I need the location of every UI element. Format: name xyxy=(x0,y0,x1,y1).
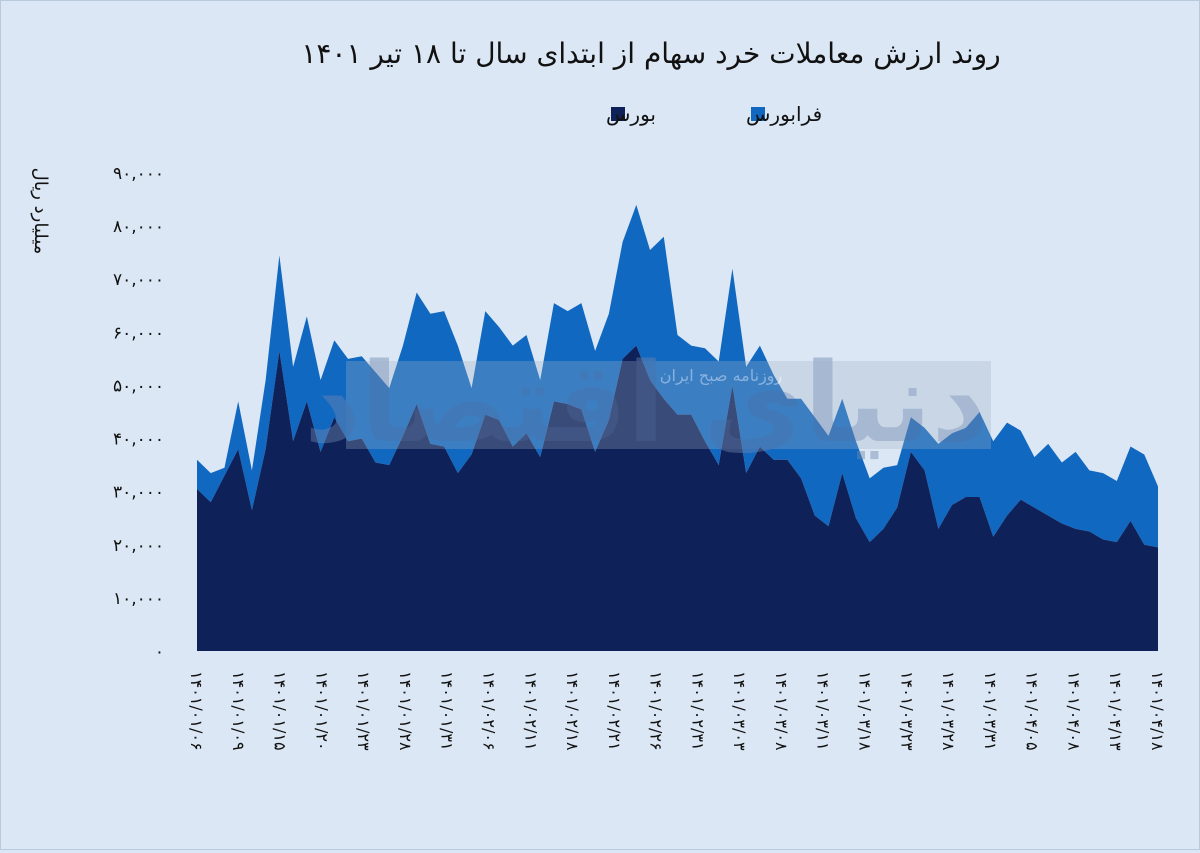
x-tick-label: ۱۴۰۱/۰۱/۲۸ xyxy=(396,671,415,751)
y-tick-label: ۲۰,۰۰۰ xyxy=(113,536,164,556)
y-tick-label: ۷۰,۰۰۰ xyxy=(113,270,164,290)
y-tick-label: ۳۰,۰۰۰ xyxy=(113,483,164,503)
x-tick-label: ۱۴۰۱/۰۲/۱۱ xyxy=(521,671,540,751)
x-tick-label: ۱۴۰۱/۰۲/۱۸ xyxy=(563,671,582,751)
area-series-0 xyxy=(197,345,1158,651)
y-axis-ticks: ۰ ۱۰,۰۰۰ ۲۰,۰۰۰ ۳۰,۰۰۰ ۴۰,۰۰۰ ۵۰,۰۰۰ ۶۰,۰۰۰ ۷۰,… xyxy=(113,164,164,662)
y-tick-label: ۵۰,۰۰۰ xyxy=(113,376,164,396)
x-tick-label: ۱۴۰۱/۰۲/۳۱ xyxy=(688,671,707,751)
legend-label-1: فرابورس xyxy=(746,102,822,126)
y-tick-label: ۸۰,۰۰۰ xyxy=(113,217,164,237)
watermark-tagline: روزنامه صبح ایران xyxy=(660,366,783,386)
x-tick-label: ۱۴۰۱/۰۳/۲۳ xyxy=(897,671,916,751)
x-tick-label: ۱۴۰۱/۰۱/۳۱ xyxy=(438,671,457,751)
x-tick-label: ۱۴۰۱/۰۳/۲۸ xyxy=(939,671,958,751)
x-tick-label: ۱۴۰۱/۰۴/۰۵ xyxy=(1023,671,1042,751)
x-tick-label: ۱۴۰۱/۰۳/۱۱ xyxy=(814,671,833,751)
y-tick-label: ۱۰,۰۰۰ xyxy=(113,589,164,609)
legend-swatch-1 xyxy=(751,107,765,121)
watermark-band xyxy=(346,361,991,449)
x-tick-label: ۱۴۰۱/۰۱/۲۳ xyxy=(354,671,373,751)
x-tick-label: ۱۴۰۱/۰۳/۳۱ xyxy=(981,671,1000,751)
x-tick-label: ۱۴۰۱/۰۳/۰۳ xyxy=(730,671,749,751)
x-tick-label: ۱۴۰۱/۰۲/۰۶ xyxy=(480,671,499,751)
y-tick-label: ۰ xyxy=(155,642,164,662)
x-tick-label: ۱۴۰۱/۰۲/۲۶ xyxy=(647,671,666,751)
y-axis-label: میلیارد ریال xyxy=(30,168,51,255)
watermark-logo: دنیای اقتصاد xyxy=(304,339,988,467)
x-axis-ticks: ۱۴۰۱/۰۱/۰۶ ۱۴۰۱/۰۱/۰۹ ۱۴۰۱/۰۱/۱۵ ۱۴۰۱/۰۱/۲۰… xyxy=(187,671,1167,751)
x-tick-label: ۱۴۰۱/۰۴/۱۳ xyxy=(1106,671,1125,751)
y-tick-label: ۹۰,۰۰۰ xyxy=(113,164,164,184)
x-tick-label: ۱۴۰۱/۰۱/۱۵ xyxy=(271,671,290,751)
x-tick-label: ۱۴۰۱/۰۱/۰۹ xyxy=(229,671,248,751)
legend-label-0: بورس xyxy=(606,102,656,126)
x-tick-label: ۱۴۰۱/۰۳/۰۸ xyxy=(772,671,791,751)
y-tick-label: ۶۰,۰۰۰ xyxy=(113,323,164,343)
chart-title: روند ارزش معاملات خرد سهام از ابتدای سال… xyxy=(301,37,1000,70)
area-series-group xyxy=(197,204,1158,651)
y-tick-label: ۴۰,۰۰۰ xyxy=(113,430,164,450)
legend: فرابورس بورس xyxy=(606,102,822,126)
x-tick-label: ۱۴۰۱/۰۲/۲۱ xyxy=(605,671,624,751)
x-tick-label: ۱۴۰۱/۰۱/۲۰ xyxy=(312,671,331,751)
x-tick-label: ۱۴۰۱/۰۴/۱۸ xyxy=(1148,671,1167,751)
x-tick-label: ۱۴۰۱/۰۳/۱۸ xyxy=(856,671,875,751)
legend-swatch-0 xyxy=(611,107,625,121)
area-series-1 xyxy=(197,204,1158,548)
watermark: دنیای اقتصاد روزنامه صبح ایران xyxy=(304,339,991,467)
x-tick-label: ۱۴۰۱/۰۴/۰۸ xyxy=(1064,671,1083,751)
x-tick-label: ۱۴۰۱/۰۱/۰۶ xyxy=(187,671,206,751)
